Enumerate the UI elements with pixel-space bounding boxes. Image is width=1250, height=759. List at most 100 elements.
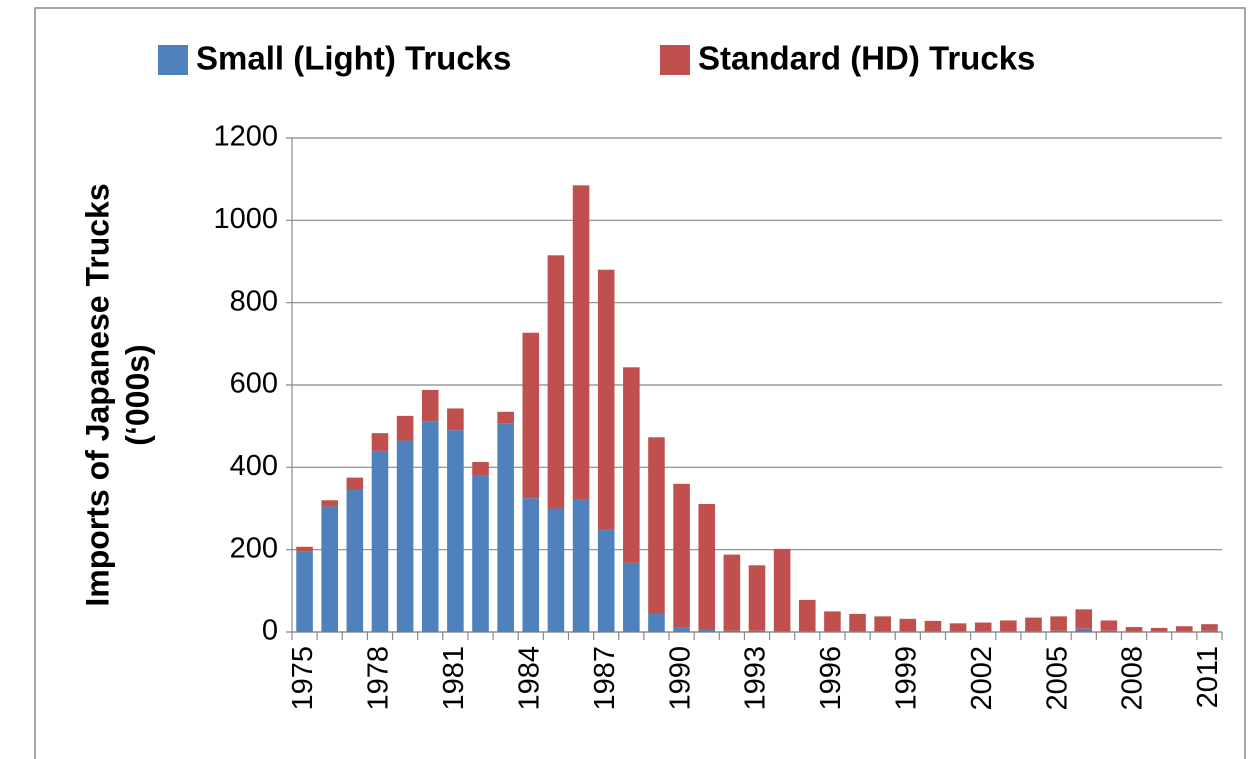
x-tick-label: 1975 <box>287 646 319 711</box>
x-tick-label: 1984 <box>513 646 545 711</box>
bar-segment <box>1176 631 1193 632</box>
bar-segment <box>472 461 489 476</box>
bar-segment <box>497 411 514 424</box>
bar-segment <box>824 611 841 632</box>
legend-label: Small (Light) Trucks <box>196 40 511 77</box>
bar-segment <box>321 506 338 632</box>
legend-swatch <box>158 45 188 75</box>
bar-segment <box>698 503 716 630</box>
bar-segment <box>849 613 866 632</box>
bar-segment <box>723 630 741 632</box>
bar-segment <box>849 631 866 632</box>
bar-segment <box>1000 620 1017 632</box>
y-tick-label: 800 <box>230 285 278 317</box>
bar-segment <box>1000 631 1017 632</box>
bar-segment <box>1201 630 1218 632</box>
bar-segment <box>296 546 313 552</box>
bar-segment <box>623 367 640 563</box>
bar-segment <box>572 185 590 500</box>
bar-segment <box>421 421 439 632</box>
bar-segment <box>522 332 540 499</box>
bar-segment <box>648 437 665 614</box>
bar-segment <box>547 255 565 509</box>
bar-segment <box>1125 631 1143 632</box>
bar-segment <box>748 565 766 631</box>
bar-segment <box>396 415 414 441</box>
bar-segment <box>1050 630 1067 632</box>
bar-segment <box>673 483 690 628</box>
bar-segment <box>924 631 942 632</box>
x-tick-label: 1993 <box>740 646 772 711</box>
y-tick-label: 1200 <box>213 121 278 153</box>
bar-segment <box>371 450 389 632</box>
x-tick-label: 1999 <box>890 646 922 711</box>
x-tick-label: 1981 <box>438 646 470 711</box>
y-tick-label: 1000 <box>213 203 278 235</box>
bar-segment <box>798 631 816 632</box>
chart-frame <box>34 7 1246 759</box>
bar-segment <box>1100 620 1118 631</box>
bar-segment <box>1050 616 1067 631</box>
bar-segment <box>924 620 942 632</box>
bar-segment <box>949 623 967 632</box>
bar-segment <box>949 631 967 632</box>
bar-segment <box>899 631 917 632</box>
bar-segment <box>824 631 841 632</box>
bar-segment <box>748 630 766 632</box>
bar-segment <box>597 529 615 632</box>
bar-segment <box>447 408 464 431</box>
bar-segment <box>974 622 992 632</box>
bar-segment <box>346 489 364 632</box>
bar-segment <box>371 433 389 451</box>
bar-segment <box>396 440 414 632</box>
y-axis-title: Imports of Japanese Trucks <box>79 183 115 606</box>
bar-segment <box>1100 630 1118 632</box>
y-tick-label: 400 <box>230 450 278 482</box>
bar-segment <box>1150 631 1168 632</box>
bar-segment <box>648 613 665 632</box>
bar-segment <box>572 499 590 632</box>
bar-segment <box>874 616 891 632</box>
bar-segment <box>1075 628 1093 632</box>
x-tick-label: 1987 <box>589 646 621 711</box>
y-tick-label: 0 <box>262 615 278 647</box>
bar-segment <box>497 423 514 632</box>
x-tick-label: 2011 <box>1192 646 1224 708</box>
bar-segment <box>346 477 364 490</box>
bar-segment <box>1025 631 1042 632</box>
bar-segment <box>597 269 615 530</box>
x-tick-label: 1996 <box>815 646 847 711</box>
y-tick-label: 600 <box>230 368 278 400</box>
bar-segment <box>1025 617 1042 632</box>
bar-segment <box>899 618 917 632</box>
bar-segment <box>321 500 338 507</box>
legend-swatch <box>660 45 690 75</box>
bar-segment <box>874 631 891 632</box>
bar-segment <box>1176 626 1193 632</box>
bar-segment <box>673 627 690 632</box>
bar-segment <box>773 631 791 632</box>
bar-segment <box>1201 624 1218 631</box>
x-tick-label: 2008 <box>1117 646 1149 711</box>
x-tick-label: 1990 <box>664 646 696 711</box>
bar-segment <box>773 548 791 632</box>
x-tick-label: 1978 <box>363 646 395 711</box>
x-tick-label: 2002 <box>966 646 998 711</box>
bar-segment <box>1075 609 1093 629</box>
y-axis-title: (‘000s) <box>119 344 155 445</box>
bar-segment <box>974 631 992 632</box>
bar-segment <box>1125 627 1143 632</box>
bar-segment <box>296 551 313 632</box>
bar-segment <box>698 629 716 632</box>
x-tick-label: 2005 <box>1041 646 1073 711</box>
y-tick-label: 200 <box>230 532 278 564</box>
bar-segment <box>723 554 741 631</box>
bar-segment <box>1150 627 1168 632</box>
bar-segment <box>447 430 464 632</box>
bar-segment <box>472 475 489 632</box>
bar-segment <box>798 599 816 632</box>
bar-segment <box>623 562 640 632</box>
bar-segment <box>522 498 540 632</box>
